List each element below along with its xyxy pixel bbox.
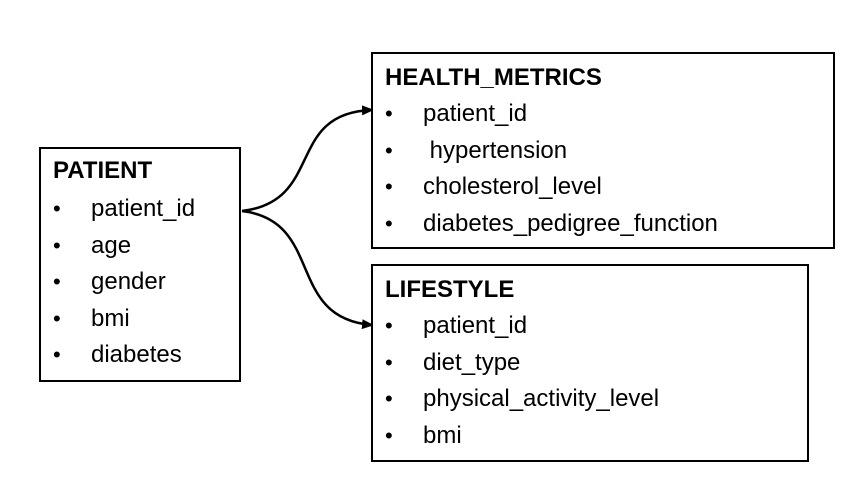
field-label: physical_activity_level [423,385,660,412]
connector-patient-to-lifestyle [241,209,374,330]
entity-patient: PATIENT • patient_id • age • gender • bm… [39,147,241,382]
field-label: age [91,231,132,259]
bullet: • [385,349,393,375]
bullet: • [53,232,61,258]
bullet: • [385,313,393,338]
field-label: patient_id [423,100,528,127]
bullet: • [385,101,393,126]
field-label: diet_type [423,348,521,376]
bullet: • [385,137,393,163]
bullet: • [385,386,393,411]
field-label: hypertension [423,136,568,164]
bullet: • [53,342,61,367]
entity-title: LIFESTYLE [385,276,515,303]
field-label: bmi [423,421,462,449]
field-label: cholesterol_level [423,173,602,200]
bullet: • [385,174,393,199]
field-label: diabetes [91,341,182,368]
field-label: patient_id [423,312,528,339]
entity-title: PATIENT [53,157,153,184]
connector-patient-to-health-metrics [241,105,374,213]
bullet: • [385,422,393,448]
bullet: • [53,269,61,294]
bullet: • [53,305,61,331]
entity-lifestyle: LIFESTYLE • patient_id • diet_type • phy… [371,264,809,462]
bullet: • [53,196,61,221]
entity-health-metrics: HEALTH_METRICS • patient_id • hypertensi… [371,52,835,249]
bullet: • [385,210,393,236]
field-label: bmi [91,304,130,332]
field-label: patient_id [91,195,196,222]
field-label: gender [91,268,166,295]
field-label: diabetes_pedigree_function [423,209,718,237]
entity-title: HEALTH_METRICS [385,64,602,91]
